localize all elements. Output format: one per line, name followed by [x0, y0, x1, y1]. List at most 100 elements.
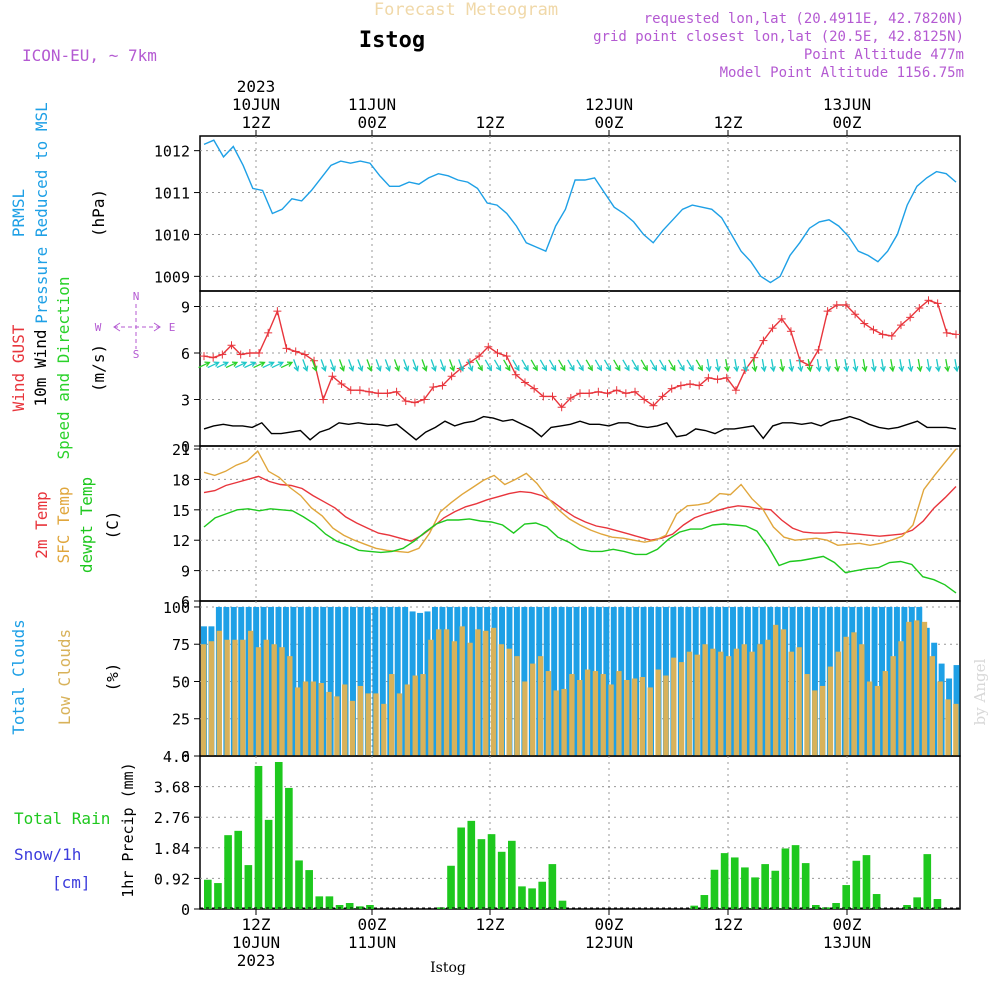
panel-1: 0 3 6 9	[181, 290, 961, 456]
wind-arrow	[421, 359, 428, 372]
wind-arrow	[631, 359, 639, 372]
y-tick-label: 3.68	[154, 779, 190, 797]
wind-arrow	[916, 358, 923, 373]
wind-arrow	[613, 359, 621, 372]
precip-bar	[274, 761, 283, 909]
wind-arrow	[658, 359, 667, 372]
precip-bar	[335, 905, 344, 909]
top-axis-label: 12Z	[476, 113, 505, 132]
wind-arrow	[585, 359, 593, 372]
top-axis-label: 2023	[237, 77, 276, 96]
low-cloud-bar	[819, 685, 826, 756]
gust-point	[649, 401, 658, 410]
wind-arrow	[677, 359, 685, 372]
total-cloud-bar	[454, 606, 461, 756]
bottom-axis-label: 10JUN	[232, 933, 280, 952]
low-cloud-bar	[921, 621, 928, 756]
low-cloud-bar	[389, 674, 395, 756]
precip-bar	[923, 854, 932, 909]
low-cloud-bar	[584, 669, 591, 756]
series-line-0	[203, 475, 957, 542]
precip-bar	[801, 863, 810, 909]
wind-arrow	[530, 359, 538, 372]
wind-arrow	[403, 359, 410, 372]
wind-arrow	[953, 358, 960, 373]
low-cloud-bar	[224, 639, 230, 756]
precip-rain-label: Total Rain	[14, 809, 110, 828]
gust-point	[612, 386, 621, 395]
gust-point	[823, 307, 832, 316]
wind-arrow	[724, 358, 730, 373]
precip-bar	[467, 820, 476, 909]
total-cloud-bar	[350, 606, 356, 756]
low-cloud-bar	[671, 657, 677, 756]
low-cloud-bar	[835, 651, 841, 756]
low-cloud-bar	[796, 647, 802, 756]
y-tick-label: 4.6	[163, 748, 190, 766]
gust-point	[273, 307, 282, 316]
requested-coords: requested lon,lat (20.4911E, 42.7820N)	[644, 11, 964, 27]
low-cloud-bar	[498, 644, 505, 756]
precip-bar	[315, 896, 324, 909]
compass-e: E	[169, 321, 176, 334]
gust-point	[676, 381, 685, 390]
wind-arrow	[198, 361, 211, 369]
top-axis-label: 10JUN	[232, 95, 280, 114]
total-cloud-bar	[305, 606, 312, 756]
wind-arrow	[889, 358, 896, 373]
total-cloud-bar	[424, 611, 431, 756]
wind-arrow	[234, 361, 248, 369]
top-axis-label: 00Z	[595, 113, 624, 132]
gust-point	[786, 327, 795, 336]
wind-arrow	[503, 359, 511, 372]
bottom-axis-label: 00Z	[358, 915, 387, 934]
precip-bar	[538, 881, 547, 909]
low-cloud-bar	[898, 641, 904, 756]
panel-4: 0 0.92 1.84 2.76 3.68 4.6	[154, 748, 961, 919]
gust-point	[420, 395, 429, 404]
total-cloud-bar	[819, 606, 826, 756]
low-cloud-bar	[279, 647, 285, 756]
gust-point	[355, 386, 364, 395]
gust-point	[750, 353, 759, 362]
low-cloud-bar	[757, 644, 763, 756]
wind-arrow	[834, 358, 841, 373]
wind-arrow	[448, 359, 456, 372]
precip-bar	[234, 830, 243, 909]
precip-bar	[477, 839, 486, 909]
low-cloud-bar	[334, 696, 340, 756]
pressure-unit: (hPa)	[89, 189, 108, 237]
low-cloud-bar	[365, 693, 371, 756]
gust-point	[438, 381, 447, 390]
wind-arrow	[705, 358, 712, 373]
gust-point	[851, 310, 860, 319]
gust-point	[759, 336, 768, 345]
gust-point	[236, 350, 245, 359]
y-tick-label: 6	[181, 593, 190, 611]
precip-bar	[497, 851, 506, 909]
wind-arrow	[493, 359, 502, 372]
compass-w: W	[95, 321, 102, 334]
low-cloud-bar	[373, 693, 379, 756]
bottom-axis-label: 12Z	[476, 915, 505, 934]
gust-point	[594, 387, 603, 396]
wind-dir-label: Speed and Direction	[54, 276, 73, 459]
top-axis-label: 13JUN	[823, 95, 871, 114]
total-cloud-bar	[431, 606, 438, 756]
wind-arrow	[262, 361, 275, 369]
total-cloud-bar	[648, 606, 655, 756]
series-line-1	[203, 448, 957, 554]
gust-point	[878, 330, 887, 339]
wind-arrow	[548, 359, 557, 372]
total-cloud-bar	[722, 606, 729, 756]
low-cloud-bar	[577, 679, 583, 756]
total-cloud-bar	[417, 612, 424, 756]
total-cloud-bar	[335, 606, 342, 756]
top-axis-label: 12JUN	[585, 95, 633, 114]
low-cloud-bar	[475, 629, 481, 756]
low-cloud-bar	[702, 644, 708, 756]
gust-point	[447, 372, 456, 381]
total-cloud-bar	[737, 606, 744, 756]
gust-point	[576, 389, 584, 398]
wind-arrow	[320, 359, 327, 372]
